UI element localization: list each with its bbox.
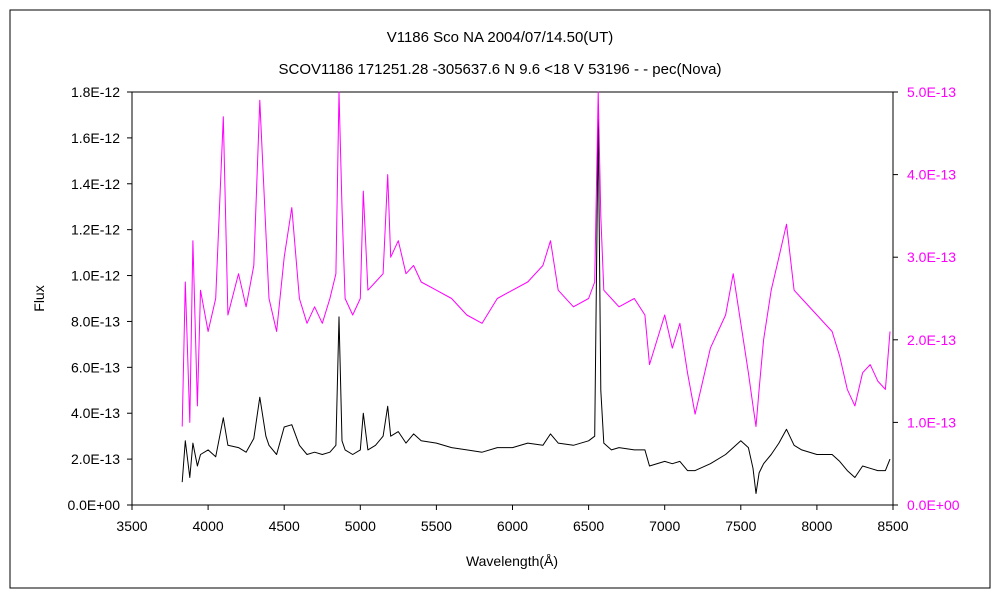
x-tick-label: 3500 [116, 518, 147, 534]
x-axis-label: Wavelength(Å) [466, 553, 558, 569]
y-right-tick-label: 5.0E-13 [907, 84, 956, 100]
series-line-magenta [181, 91, 891, 427]
y-left-tick-label: 2.0E-13 [71, 451, 120, 467]
x-tick-label: 4000 [193, 518, 224, 534]
series-layer [181, 91, 891, 494]
x-tick-label: 4500 [269, 518, 300, 534]
y-left-tick-label: 6.0E-13 [71, 359, 120, 375]
y-right-tick-label: 0.0E+00 [907, 497, 960, 513]
x-tick-label: 5500 [421, 518, 452, 534]
y-left-tick-label: 1.2E-12 [71, 222, 120, 238]
y-left-tick-label: 1.4E-12 [71, 176, 120, 192]
bottom-axis: 3500 4000 4500 5000 5500 6000 6500 7000 7500 8000… [116, 505, 909, 534]
y-left-tick-label: 1.0E-12 [71, 268, 120, 284]
y-left-tick-label: 8.0E-13 [71, 313, 120, 329]
x-tick-label: 6500 [573, 518, 604, 534]
chart-title: V1186 Sco NA 2004/07/14.50(UT) [387, 29, 614, 46]
y-right-tick-label: 4.0E-13 [907, 167, 956, 183]
y-left-tick-label: 1.8E-12 [71, 84, 120, 100]
y-right-tick-label: 3.0E-13 [907, 249, 956, 265]
left-axis: 0.0E+00 2.0E-13 4.0E-13 6.0E-13 8.0E-13 1.0E-… [67, 84, 132, 513]
y-left-tick-label: 4.0E-13 [71, 405, 120, 421]
series-line-black [181, 119, 891, 494]
y-left-tick-label: 0.0E+00 [67, 497, 120, 513]
outer-frame [9, 9, 991, 589]
y-right-tick-label: 2.0E-13 [907, 332, 956, 348]
x-tick-label: 7500 [725, 518, 756, 534]
right-axis: 0.0E+00 1.0E-13 2.0E-13 3.0E-13 4.0E-13 5.0E-… [893, 84, 960, 513]
x-tick-label: 8500 [877, 518, 908, 534]
chart-subtitle: SCOV1186 171251.28 -305637.6 N 9.6 <18 V… [279, 61, 722, 78]
x-tick-label: 7000 [649, 518, 680, 534]
y-axis-label: Flux [31, 285, 47, 311]
y-left-tick-label: 1.6E-12 [71, 130, 120, 146]
y-right-tick-label: 1.0E-13 [907, 414, 956, 430]
x-tick-label: 5000 [345, 518, 376, 534]
x-tick-label: 6000 [497, 518, 528, 534]
x-tick-label: 8000 [801, 518, 832, 534]
